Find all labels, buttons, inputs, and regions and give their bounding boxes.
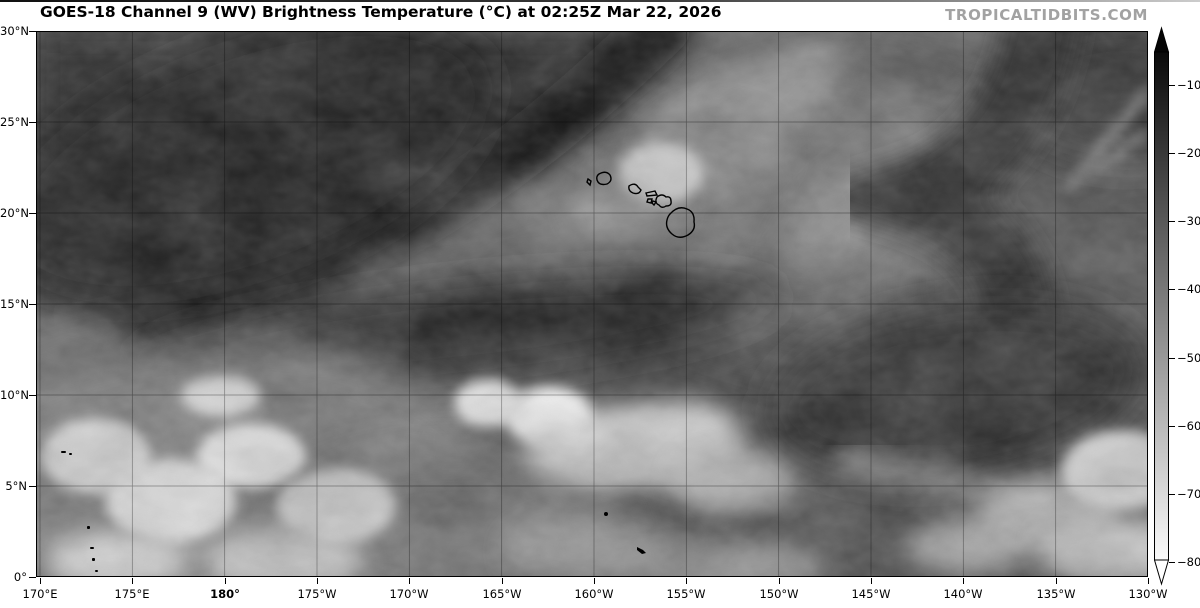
y-axis-tick (29, 577, 36, 578)
map-frame (36, 31, 1148, 577)
x-axis-tick (779, 578, 780, 584)
x-axis-tick-label: 140°W (943, 587, 983, 601)
x-axis-tick (686, 578, 687, 584)
colorbar-tick (1169, 221, 1175, 222)
colorbar-tick (1169, 289, 1175, 290)
x-axis-tick-label: 170°E (22, 587, 58, 601)
x-axis-tick-label: 160°W (574, 587, 614, 601)
x-axis-tick-label: 130°W (1128, 587, 1168, 601)
figure-title: GOES-18 Channel 9 (WV) Brightness Temper… (40, 3, 722, 21)
small-island-marks (61, 451, 646, 572)
island-kauai-coastline (596, 171, 612, 186)
island-kahoolawe-coastline (651, 200, 658, 207)
y-axis-tick-label: 30°N (0, 24, 29, 38)
y-axis-tick (29, 122, 36, 123)
y-axis-tick (29, 304, 36, 305)
colorbar (1154, 26, 1170, 586)
x-axis-tick-label: 150°W (759, 587, 799, 601)
hawaiian-islands-coastline (586, 171, 696, 238)
y-axis-tick-label: 15°N (0, 297, 29, 311)
island-molokai-coastline (645, 190, 659, 197)
x-axis-tick (963, 578, 964, 584)
x-axis-tick (409, 578, 410, 584)
y-axis-tick-label: 25°N (0, 115, 29, 129)
island-lanai-coastline (646, 198, 653, 204)
x-axis-tick-label: 135°W (1036, 587, 1076, 601)
y-axis-tick (29, 31, 36, 32)
colorbar-tick-label: −30 (1177, 214, 1200, 228)
colorbar-tick (1169, 562, 1175, 563)
x-axis-tick-label: 165°W (482, 587, 522, 601)
colorbar-tick-label: −40 (1177, 282, 1200, 296)
colorbar-extend-bottom-arrow (1154, 559, 1170, 586)
satellite-cloud-layers (36, 31, 1148, 577)
x-axis-tick-label: 180° (210, 587, 240, 601)
colorbar-tick-label: −10 (1177, 78, 1200, 92)
x-axis-tick (871, 578, 872, 584)
colorbar-tick-label: −80 (1177, 555, 1200, 569)
y-axis-tick-label: 20°N (0, 206, 29, 220)
map-area (36, 31, 1148, 577)
x-axis-tick-label: 170°W (389, 587, 429, 601)
colorbar-tick-label: −60 (1177, 419, 1200, 433)
x-axis-tick-label: 155°W (666, 587, 706, 601)
x-axis-tick (594, 578, 595, 584)
y-axis-tick (29, 395, 36, 396)
island-maui-coastline (655, 194, 672, 208)
x-axis-tick (1148, 578, 1149, 584)
y-axis-tick-label: 0° (13, 570, 27, 584)
colorbar-extend-top-arrow (1154, 26, 1170, 53)
y-axis-tick-label: 5°N (5, 479, 27, 493)
x-axis-tick (225, 578, 226, 584)
colorbar-tick (1169, 426, 1175, 427)
colorbar-gradient-bar (1154, 51, 1169, 561)
x-axis-tick-label: 175°E (114, 587, 150, 601)
y-axis-tick-label: 10°N (0, 388, 29, 402)
island-niihau-coastline (586, 177, 592, 187)
colorbar-tick-label: −50 (1177, 351, 1200, 365)
x-axis-tick (317, 578, 318, 584)
x-axis-tick (132, 578, 133, 584)
colorbar-tick-label: −70 (1177, 487, 1200, 501)
satellite-image (36, 31, 1148, 577)
x-axis-tick-label: 145°W (851, 587, 891, 601)
x-axis-tick-label: 175°W (297, 587, 337, 601)
y-axis-tick (29, 486, 36, 487)
island-oahu-coastline (628, 183, 642, 195)
cloud-noise-fine (36, 31, 1148, 577)
colorbar-tick-label: −20 (1177, 146, 1200, 160)
top-edge-border (0, 0, 1200, 2)
colorbar-tick (1169, 153, 1175, 154)
colorbar-tick (1169, 494, 1175, 495)
colorbar-tick (1169, 85, 1175, 86)
x-axis-tick (1056, 578, 1057, 584)
colorbar-tick (1169, 358, 1175, 359)
x-axis-tick (502, 578, 503, 584)
island-hawaii-coastline (665, 207, 696, 238)
grid-lines (36, 31, 1148, 577)
x-axis-tick (40, 578, 41, 584)
watermark: TROPICALTIDBITS.COM (945, 6, 1148, 24)
y-axis-tick (29, 213, 36, 214)
